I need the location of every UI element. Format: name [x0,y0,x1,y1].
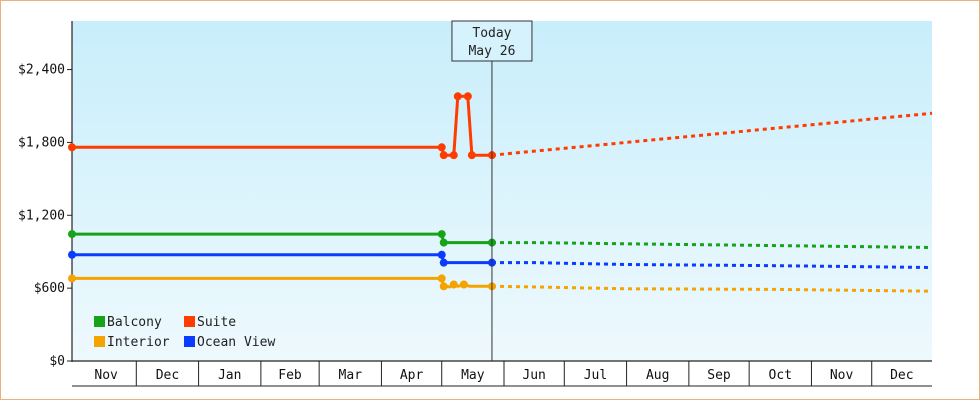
data-point [68,274,76,283]
data-point [463,92,472,101]
month-label: Nov [94,368,118,383]
month-label: Jun [522,368,545,383]
month-label: Oct [769,368,792,383]
today-marker: Today May 26 [451,20,533,361]
y-axis: $0 $600 $1,200 $1,800 $2,400 [18,21,73,369]
series-suite [68,92,933,160]
legend-label: Interior [107,335,170,350]
series-forecast-line [492,241,933,249]
x-axis: Nov Dec Jan Feb Mar Apr May Jun Jul Aug Sep Oct Nov D… [72,360,932,387]
legend-swatch [184,316,195,327]
y-tick-label: $0 [49,354,65,369]
y-tick-label: $1,200 [18,208,65,223]
month-label: Nov [830,368,854,383]
legend-label: Balcony [107,315,162,330]
series-forecast-line [492,261,933,269]
legend-swatch [94,316,105,327]
legend-label: Ocean View [197,335,275,350]
series-balcony [68,230,933,249]
legend-swatch [94,336,105,347]
series-forecast-line [491,111,933,157]
month-label: Dec [890,368,913,383]
data-point [439,238,448,247]
data-point [437,250,446,259]
data-point [459,280,468,289]
series-history-line [72,253,492,265]
data-point [437,230,446,239]
data-point [439,258,448,267]
y-tick-label: $600 [34,281,65,296]
data-point [467,151,476,160]
data-point [439,282,448,291]
today-date-label: May 26 [468,44,515,59]
series-interior [68,274,933,293]
month-label: May [461,368,485,383]
legend-swatch [184,336,195,347]
series-layer [68,92,933,293]
month-label: Jan [218,368,241,383]
month-label: Dec [156,368,179,383]
month-label: Apr [400,368,424,383]
plot-background [72,21,932,361]
data-point [437,143,446,152]
month-label: Jul [584,368,607,383]
month-label: Sep [707,368,731,383]
data-point [437,274,446,283]
today-label: Today [472,26,511,41]
month-label: Mar [339,368,363,383]
series-history-line [72,232,492,245]
y-tick-label: $2,400 [18,63,65,78]
data-point [449,151,458,160]
data-point [449,280,458,289]
data-point [68,230,76,239]
today-label-box [451,20,533,62]
data-point [453,92,462,101]
legend: Balcony Suite Interior Ocean View [94,315,275,350]
data-point [68,250,76,259]
month-label: Aug [646,368,669,383]
data-point [439,151,448,160]
series-ocean-view [68,250,933,269]
month-label: Feb [278,368,302,383]
series-forecast-line [491,284,933,293]
y-tick-label: $1,800 [18,135,65,150]
data-point [68,143,76,152]
legend-label: Suite [197,315,236,330]
